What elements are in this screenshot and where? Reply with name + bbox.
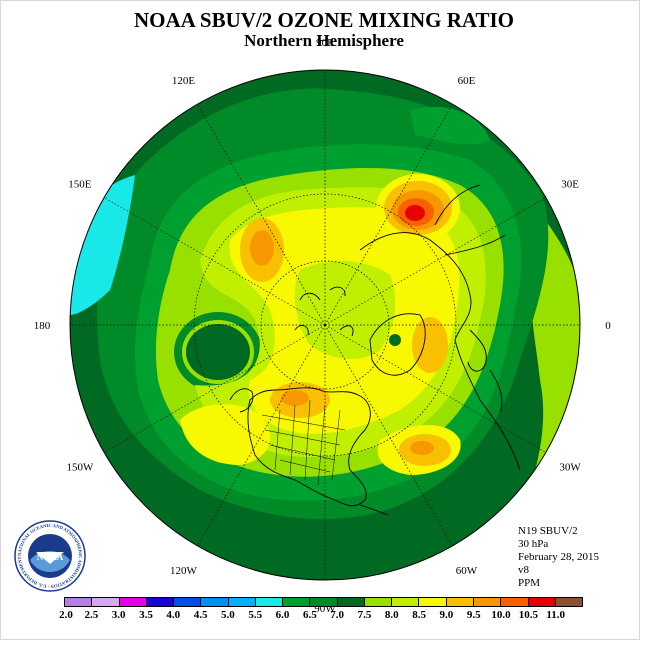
longitude-label: 30W <box>559 462 581 474</box>
field-orange-se <box>410 441 434 455</box>
colorbar-tick-label: 9.0 <box>439 609 454 621</box>
colorbar-tick-label: 5.5 <box>248 609 263 621</box>
longitude-label: 90E <box>316 37 334 49</box>
field-dark-green-core <box>186 324 250 380</box>
longitude-label: 120E <box>172 75 196 87</box>
colorbar-tick-label: 2.5 <box>84 609 99 621</box>
info-panel: N19 SBUV/2 30 hPa February 28, 2015 v8 P… <box>518 525 599 590</box>
longitude-label: 30E <box>561 179 579 191</box>
colorbar-swatch <box>92 598 120 606</box>
colorbar-swatch <box>392 598 420 606</box>
colorbar-tick-label: 11.0 <box>546 609 565 621</box>
coast-north-america <box>247 387 371 507</box>
graticule <box>70 70 580 580</box>
field-orange-center-south <box>281 390 309 406</box>
meridian-line <box>324 324 453 547</box>
coast-alaska <box>229 388 254 413</box>
colorbar-swatch <box>310 598 338 606</box>
meridians <box>70 70 580 580</box>
colorbar-swatch <box>283 598 311 606</box>
info-date: February 28, 2015 <box>518 551 599 563</box>
field-light-green-center <box>294 260 396 360</box>
colorbar-swatch <box>228 598 256 606</box>
colorbar-tick-label: 3.5 <box>139 609 153 621</box>
coast-europe <box>467 329 503 413</box>
colorbar-tick-label: 10.5 <box>518 609 538 621</box>
colorbar-swatch <box>501 598 529 606</box>
colorbar-swatch <box>337 598 365 606</box>
info-satellite: N19 SBUV/2 <box>518 525 578 537</box>
map-subtitle: Northern Hemisphere <box>244 31 404 50</box>
colorbar-tick-label: 7.0 <box>330 609 345 621</box>
colorbar-swatch <box>528 598 556 606</box>
longitude-label: 60E <box>458 75 476 87</box>
info-pressure: 30 hPa <box>518 538 549 550</box>
colorbar-tick-label: 6.0 <box>275 609 290 621</box>
map-title: NOAA SBUV/2 OZONE MIXING RATIO <box>134 8 514 32</box>
colorbar-tick-label: 2.0 <box>59 609 73 621</box>
longitude-label: 150W <box>66 462 94 474</box>
colorbar-swatch <box>201 598 229 606</box>
colorbar-swatch <box>555 598 583 606</box>
colorbar-swatch <box>65 598 93 606</box>
colorbar-tick-label: 7.5 <box>357 609 372 621</box>
info-version: v8 <box>518 564 529 576</box>
ozone-field <box>70 70 580 580</box>
colorbar-tick-label: 4.5 <box>193 609 208 621</box>
field-cyan-west <box>70 175 135 315</box>
colorbar-swatch <box>419 598 447 606</box>
longitude-label: 0 <box>605 320 611 332</box>
meridian-line <box>324 324 547 453</box>
colorbar <box>64 597 583 607</box>
colorbar-tick-label: 8.5 <box>412 609 426 621</box>
colorbar-labels: 2.0 2.5 3.0 3.5 4.0 4.5 5.0 5.5 6.0 6.5 7.0 7.5 8.0 8… <box>0 609 648 623</box>
coast-eurasia <box>359 184 521 471</box>
colorbar-tick-label: 8.0 <box>384 609 399 621</box>
field-green-patch-ne <box>410 106 490 145</box>
colorbar-tick-label: 3.0 <box>111 609 126 621</box>
noaa-logo: NATIONAL OCEANIC AND ATMOSPHERIC ADMINIS… <box>14 520 86 592</box>
meridian-line <box>197 324 326 547</box>
meridian-line <box>324 197 547 326</box>
meridian-line <box>324 103 453 326</box>
colorbar-swatch <box>446 598 474 606</box>
colorbar-swatch <box>364 598 393 606</box>
coast-greenland <box>369 313 426 376</box>
colorbar-tick-label: 9.5 <box>466 609 481 621</box>
field-dark-spot <box>389 334 401 346</box>
longitude-label: 120W <box>170 565 198 577</box>
state-boundaries <box>261 399 346 486</box>
coast-arctic-islands <box>294 286 354 337</box>
colorbar-tick-label: 5.0 <box>221 609 235 621</box>
field-orange-nw <box>250 230 274 266</box>
field-red-max <box>405 205 425 221</box>
logo-text: NOAA <box>37 552 64 562</box>
longitude-label: 150E <box>68 179 92 191</box>
colorbar-swatch <box>473 598 502 606</box>
colorbar-swatch <box>146 598 175 606</box>
logo-bird <box>36 552 64 564</box>
field-gold-east <box>412 317 448 373</box>
colorbar-tick-label: 10.0 <box>491 609 511 621</box>
info-units: PPM <box>518 577 541 589</box>
colorbar-swatch <box>119 598 147 606</box>
colorbar-tick-label: 6.5 <box>302 609 317 621</box>
map-boundary <box>69 69 581 581</box>
longitude-label: 180 <box>34 320 51 332</box>
meridian-line <box>103 324 326 453</box>
coastlines <box>229 184 521 516</box>
longitude-label: 60W <box>456 565 478 577</box>
colorbar-swatch <box>255 598 284 606</box>
coast-caribbean <box>359 504 389 516</box>
colorbar-tick-label: 4.0 <box>166 609 181 621</box>
meridian-line <box>103 197 326 326</box>
colorbar-swatch <box>174 598 202 606</box>
meridian-line <box>197 103 326 326</box>
figure-frame <box>0 0 640 640</box>
